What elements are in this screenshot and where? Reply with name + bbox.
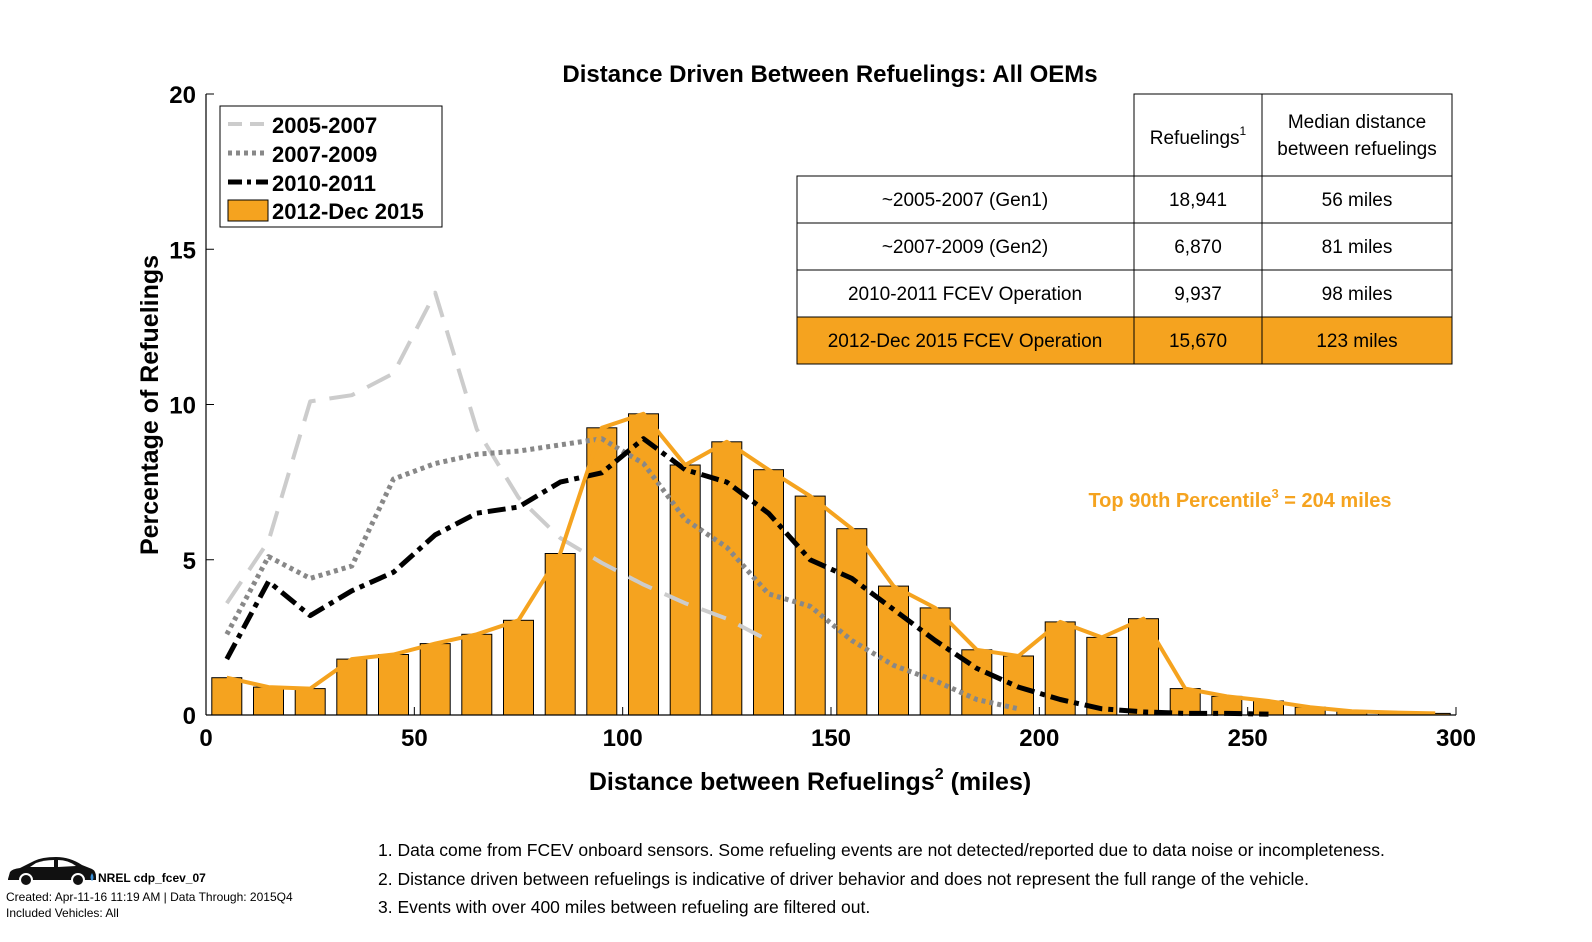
table-cell: ~2005-2007 (Gen1) <box>882 190 1048 211</box>
x-axis-label: Distance between Refuelings2 (miles) <box>589 766 1031 796</box>
table-highlight-row <box>797 317 1452 364</box>
table-grid <box>796 93 1453 365</box>
ticks: 0 50 100 150 200 250 300 0 5 10 15 20 <box>169 82 1476 752</box>
included-vehicles: Included Vehicles: All <box>6 906 119 920</box>
table-cell: 81 miles <box>1322 237 1393 258</box>
table-cell: ~2007-2009 (Gen2) <box>882 237 1048 258</box>
bar-75 <box>503 619 534 716</box>
bar-155 <box>836 528 868 716</box>
table-header-refuelings-sup: 1 <box>1240 124 1247 138</box>
bar-65 <box>461 633 493 716</box>
x-axis-label-suffix: (miles) <box>944 768 1032 796</box>
legend: 2005-2007 2007-2009 2010-2011 2012-Dec 2… <box>219 105 443 228</box>
annotation-main: Top 90th Percentile <box>1088 490 1271 512</box>
bar-85 <box>544 553 576 716</box>
bar-175 <box>919 607 951 716</box>
table-cell: 2012-Dec 2015 FCEV Operation <box>828 331 1103 352</box>
bar-55 <box>419 643 451 716</box>
x-tick-label: 200 <box>1019 725 1059 752</box>
footnotes: 1. Data come from FCEV onboard sensors. … <box>378 836 1385 922</box>
table-header-median-2: between refuelings <box>1277 139 1437 160</box>
bar-group <box>211 413 1451 716</box>
bar-5 <box>211 677 243 716</box>
table-cell: 6,870 <box>1174 237 1222 258</box>
table-cell: 18,941 <box>1169 190 1227 211</box>
x-axis-label-main: Distance between Refuelings <box>589 768 935 796</box>
series-line-2007-2009 <box>224 436 1020 712</box>
table-header-refuelings-text: Refuelings <box>1150 128 1240 149</box>
annotation-suffix: = 204 miles <box>1279 490 1392 512</box>
y-tick-label: 15 <box>169 237 196 264</box>
legend-label-2012-dec-2015: 2012-Dec 2015 <box>272 199 424 224</box>
bar-25 <box>294 688 326 716</box>
table-cell: 123 miles <box>1316 331 1397 352</box>
percentile-annotation: Top 90th Percentile3 = 204 miles <box>1088 486 1391 512</box>
y-tick-label: 0 <box>183 703 196 730</box>
y-axis-label: Percentage of Refuelings <box>136 255 164 555</box>
legend-label-2010-2011: 2010-2011 <box>272 171 376 196</box>
footnote-2: 2. Distance driven between refuelings is… <box>378 868 1309 889</box>
inset-table: Refuelings1 Median distance between refu… <box>796 93 1453 365</box>
bar-115 <box>669 464 701 716</box>
bar-105 <box>628 413 659 716</box>
chart-title: Distance Driven Between Refuelings: All … <box>562 61 1097 88</box>
x-tick-label: 50 <box>401 725 428 752</box>
line-group <box>224 290 1436 717</box>
legend-swatch-2012-dec-2015 <box>227 199 269 222</box>
x-tick-label: 150 <box>811 725 851 752</box>
table-cell: 2010-2011 FCEV Operation <box>848 284 1082 305</box>
bar-45 <box>378 654 409 716</box>
legend-label-2007-2009: 2007-2009 <box>272 142 377 167</box>
footnote-1: 1. Data come from FCEV onboard sensors. … <box>378 840 1385 860</box>
table-header-refuelings: Refuelings1 <box>1150 124 1247 149</box>
bar-95 <box>586 427 618 716</box>
series-line-2010-2011 <box>224 436 1269 717</box>
table-cell: 9,937 <box>1174 284 1222 305</box>
bar-215 <box>1086 636 1118 716</box>
y-tick-label: 5 <box>183 548 196 575</box>
x-tick-label: 0 <box>199 725 212 752</box>
x-tick-label: 100 <box>603 725 643 752</box>
car-icon <box>8 857 96 887</box>
table-cell: 15,670 <box>1169 331 1227 352</box>
annotation-sup: 3 <box>1271 486 1278 501</box>
y-tick-label: 20 <box>169 82 196 109</box>
x-axis-label-sup: 2 <box>935 766 944 783</box>
series-line-2012-dec-2015 <box>226 411 1436 716</box>
report-code: NREL cdp_fcev_07 <box>98 871 206 885</box>
table-cell: 98 miles <box>1322 284 1393 305</box>
created-date: Created: Apr-11-16 11:19 AM | Data Throu… <box>6 890 293 904</box>
legend-label-2005-2007: 2005-2007 <box>272 113 377 138</box>
bar-165 <box>878 585 909 716</box>
footnote-3: 3. Events with over 400 miles between re… <box>378 897 871 917</box>
x-tick-label: 250 <box>1228 725 1268 752</box>
bar-135 <box>753 469 784 716</box>
y-tick-label: 10 <box>169 393 196 420</box>
table-header-median-1: Median distance <box>1288 112 1426 133</box>
x-tick-label: 300 <box>1436 725 1476 752</box>
table-cell: 56 miles <box>1322 190 1393 211</box>
series-line-2005-2007 <box>225 290 770 643</box>
bar-15 <box>253 686 284 716</box>
